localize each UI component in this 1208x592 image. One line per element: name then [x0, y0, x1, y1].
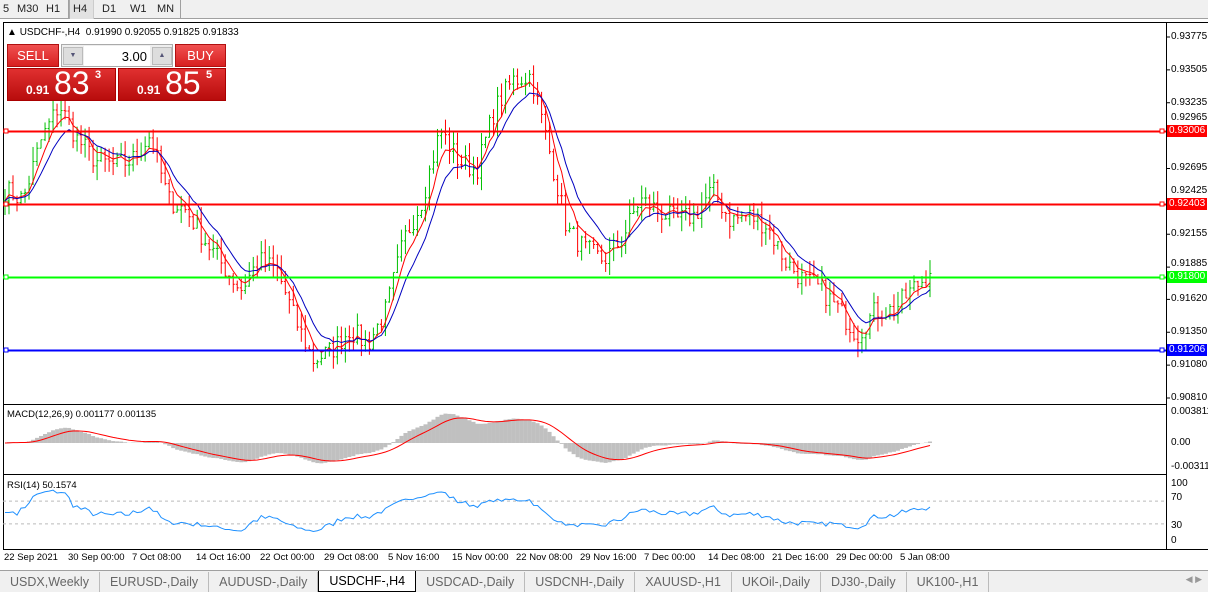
symbol-info: ▲ USDCHF-,H4 0.91990 0.92055 0.91825 0.9… — [7, 27, 239, 38]
chart-tab[interactable]: USDCAD-,Daily — [416, 572, 526, 592]
time-tick: 30 Sep 00:00 — [68, 552, 125, 563]
tab-scroll-arrows-icon[interactable]: ◀ ▶ — [1185, 574, 1202, 584]
level-handle — [1159, 347, 1165, 353]
macd-scale-zero: 0.00 — [1171, 437, 1191, 448]
lot-input[interactable] — [84, 46, 150, 66]
time-tick: 29 Oct 08:00 — [324, 552, 379, 563]
price-tick: 0.92425 — [1171, 185, 1208, 197]
buy-button[interactable]: BUY — [175, 44, 226, 67]
tf-d1[interactable]: D1 — [102, 3, 117, 15]
rsi-line — [5, 489, 931, 532]
time-tick: 14 Dec 08:00 — [708, 552, 765, 563]
chart-tab[interactable]: USDCNH-,Daily — [525, 572, 636, 592]
ma-fast-line — [4, 81, 931, 353]
buy-price[interactable]: 0.91 85 5 — [118, 65, 226, 101]
time-tick: 21 Dec 16:00 — [772, 552, 829, 563]
timeframe-toolbar: 5 M30 H1 H4 D1 W1 MN — [0, 0, 1208, 19]
time-tick: 22 Nov 08:00 — [516, 552, 573, 563]
increase-lot-icon[interactable]: ▲ — [152, 47, 172, 65]
macd-scale-top: 0.003811 — [1171, 406, 1208, 417]
time-tick: 5 Jan 08:00 — [900, 552, 950, 563]
sell-button[interactable]: SELL — [7, 44, 59, 67]
sell-price[interactable]: 0.91 83 3 — [7, 65, 116, 101]
level-handle — [3, 274, 9, 280]
time-tick: 22 Sep 2021 — [4, 552, 58, 563]
divider — [180, 0, 181, 19]
macd-scale-bottom: -0.003115 — [1171, 461, 1208, 472]
hline-price-label: 0.93006 — [1167, 124, 1208, 137]
chart-window[interactable] — [3, 22, 1208, 550]
chart-tab[interactable]: UK100-,H1 — [907, 572, 990, 592]
time-tick: 7 Oct 08:00 — [132, 552, 182, 563]
chart-tab[interactable]: AUDUSD-,Daily — [209, 572, 319, 592]
macd-signal-line — [4, 417, 931, 462]
chart-tab[interactable]: DJ30-,Daily — [821, 572, 907, 592]
price-tick: 0.91080 — [1171, 359, 1208, 371]
rsi-label: RSI(14) 50.1574 — [7, 480, 77, 491]
rsi-scale-30: 30 — [1171, 520, 1183, 531]
level-handle — [1159, 201, 1165, 207]
price-tick: 0.91885 — [1171, 258, 1208, 270]
hline-price-label: 0.91206 — [1167, 343, 1208, 356]
chart-tab[interactable]: XAUUSD-,H1 — [635, 572, 732, 592]
macd-label: MACD(12,26,9) 0.001177 0.001135 — [7, 409, 157, 420]
price-tick: 0.92965 — [1171, 111, 1208, 123]
decrease-lot-icon[interactable]: ▼ — [63, 47, 83, 65]
time-tick: 14 Oct 16:00 — [196, 552, 251, 563]
price-tick: 0.90810 — [1171, 392, 1208, 403]
time-tick: 15 Nov 00:00 — [452, 552, 509, 563]
level-handle — [3, 128, 9, 134]
tf-h1[interactable]: H1 — [46, 3, 61, 15]
price-tick: 0.93505 — [1171, 63, 1208, 75]
price-tick: 0.91620 — [1171, 293, 1208, 305]
tf-h4[interactable]: H4 — [69, 0, 94, 19]
level-handle — [3, 347, 9, 353]
price-tick: 0.92695 — [1171, 162, 1208, 174]
ma-slow-line — [4, 92, 931, 343]
tf-5[interactable]: 5 — [3, 3, 10, 15]
tf-mn[interactable]: MN — [157, 3, 175, 15]
divider — [68, 0, 69, 19]
time-tick: 5 Nov 16:00 — [388, 552, 440, 563]
time-tick: 22 Oct 00:00 — [260, 552, 315, 563]
hline-price-label: 0.92403 — [1167, 198, 1208, 211]
chart-tab[interactable]: USDCHF-,H4 — [318, 571, 417, 592]
tf-w1[interactable]: W1 — [130, 3, 147, 15]
chart-tabs: USDX,Weekly EURUSD-,Daily AUDUSD-,Daily USD… — [0, 570, 1208, 592]
chart-tab[interactable]: UKOil-,Daily — [732, 572, 821, 592]
one-click-trade-panel: SELL ▼ ▲ BUY 0.91 83 3 0.91 85 5 — [7, 44, 226, 101]
rsi-scale-70: 70 — [1171, 492, 1183, 503]
price-tick: 0.93235 — [1171, 96, 1208, 108]
collapse-triangle-icon[interactable]: ▲ — [7, 27, 17, 38]
level-handle — [1159, 274, 1165, 280]
time-tick: 7 Dec 00:00 — [644, 552, 696, 563]
price-tick: 0.92155 — [1171, 228, 1208, 240]
chart-tab[interactable]: USDX,Weekly — [0, 572, 100, 592]
price-tick: 0.91350 — [1171, 326, 1208, 338]
time-tick: 29 Nov 16:00 — [580, 552, 637, 563]
rsi-scale-100: 100 — [1171, 478, 1188, 489]
rsi-scale-0: 0 — [1171, 535, 1177, 546]
lot-stepper: ▼ ▲ — [61, 44, 173, 67]
price-tick: 0.93775 — [1171, 31, 1208, 42]
time-tick: 29 Dec 00:00 — [836, 552, 893, 563]
level-handle — [3, 201, 9, 207]
hline-price-label: 0.91800 — [1167, 271, 1208, 284]
chart-tab[interactable]: EURUSD-,Daily — [100, 572, 210, 592]
tf-m30[interactable]: M30 — [17, 3, 39, 15]
level-handle — [1159, 128, 1165, 134]
